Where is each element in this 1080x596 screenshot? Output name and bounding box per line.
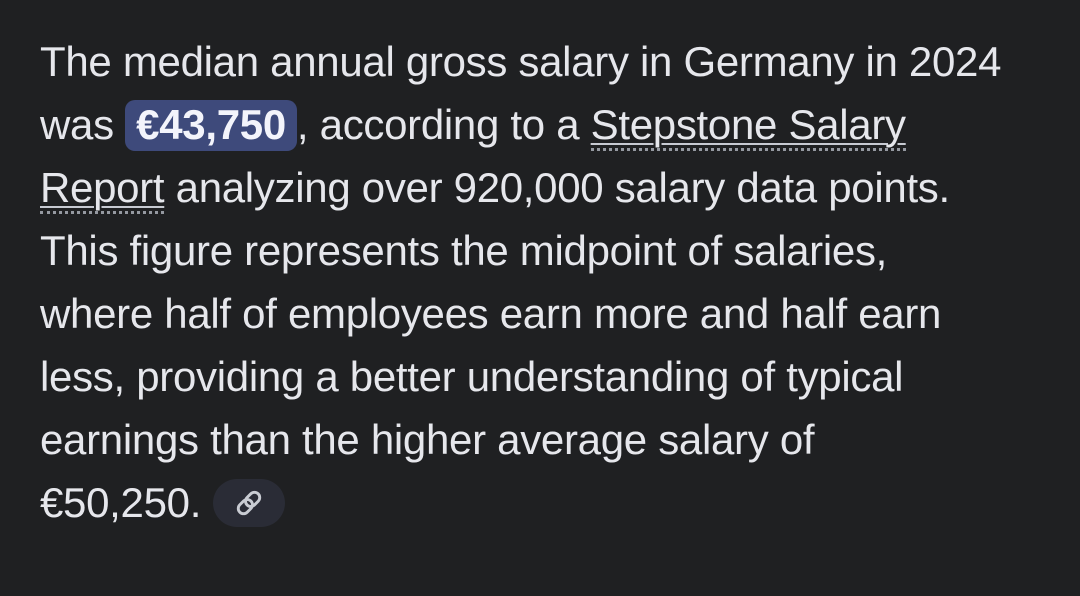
answer-paragraph: The median annual gross salary in German… [40,30,1040,534]
text-line-6: less, providing a better understanding o… [40,345,1040,408]
link-icon [234,488,264,518]
text-run: was [40,101,126,148]
text-line-7: earnings than the higher average salary … [40,408,1040,471]
text-run: earnings than the higher average salary … [40,416,815,463]
source-citation-chip-button[interactable] [213,478,286,527]
text-run: analyzing over 920,000 salary data point… [164,164,951,211]
text-line-3: Report analyzing over 920,000 salary dat… [40,156,1040,219]
text-line-4: This figure represents the midpoint of s… [40,219,1040,282]
text-line-5: where half of employees earn more and ha… [40,282,1040,345]
text-run: where half of employees earn more and ha… [40,290,942,337]
text-line-1: The median annual gross salary in German… [40,30,1040,93]
source-link-stepstone[interactable]: Report [40,164,165,214]
text-run: The median annual gross salary in German… [40,38,1002,85]
text-line-2: was €43,750, according to a Stepstone Sa… [40,93,1040,156]
text-run: less, providing a better understanding o… [40,353,904,400]
source-link-stepstone[interactable]: Stepstone Salary [590,101,906,151]
text-line-8: €50,250. [40,471,1040,534]
highlighted-citation-value[interactable]: €43,750 [125,100,297,151]
text-run: This figure represents the midpoint of s… [40,227,888,274]
text-run: €50,250. [40,479,202,526]
text-run: , according to a [296,101,591,148]
